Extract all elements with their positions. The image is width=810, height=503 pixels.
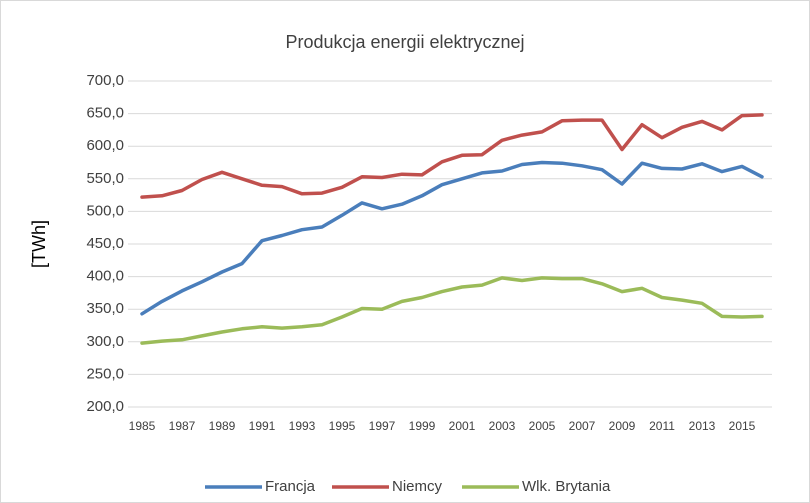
x-tick-label: 1999 — [409, 419, 436, 433]
y-tick-label: 350,0 — [86, 300, 124, 317]
x-tick-label: 2011 — [649, 419, 675, 433]
x-tick-label: 2001 — [449, 419, 476, 433]
x-tick-label: 1987 — [169, 419, 196, 433]
x-tick-label: 2013 — [689, 419, 716, 433]
x-tick-label: 2005 — [529, 419, 556, 433]
y-tick-label: 700,0 — [86, 72, 124, 89]
data-line — [140, 113, 764, 199]
x-tick-label: 2015 — [729, 419, 756, 433]
x-tick-label: 1985 — [129, 419, 156, 433]
x-tick-label: 1997 — [369, 419, 396, 433]
chart-title: Produkcja energii elektrycznej — [285, 32, 524, 52]
x-tick-label: 2003 — [489, 419, 516, 433]
x-tick-label: 1993 — [289, 419, 316, 433]
y-tick-label: 450,0 — [86, 235, 124, 252]
y-tick-label: 650,0 — [86, 105, 124, 122]
y-tick-label: 300,0 — [86, 333, 124, 350]
y-tick-label: 550,0 — [86, 170, 124, 187]
y-tick-label: 200,0 — [86, 398, 124, 415]
y-tick-label: 500,0 — [86, 202, 124, 219]
data-line — [140, 160, 764, 316]
y-tick-label: 250,0 — [86, 365, 124, 382]
legend-label: Francja — [265, 478, 316, 495]
data-line — [140, 276, 764, 345]
y-axis-label: [TWh] — [29, 220, 49, 268]
legend-label: Wlk. Brytania — [522, 478, 611, 495]
y-tick-label: 600,0 — [86, 137, 124, 154]
y-tick-label: 400,0 — [86, 268, 124, 285]
x-tick-label: 1995 — [329, 419, 356, 433]
x-tick-label: 1989 — [209, 419, 236, 433]
legend-label: Niemcy — [392, 478, 443, 495]
x-tick-label: 1991 — [249, 419, 276, 433]
x-tick-label: 2009 — [609, 419, 636, 433]
x-tick-label: 2007 — [569, 419, 596, 433]
